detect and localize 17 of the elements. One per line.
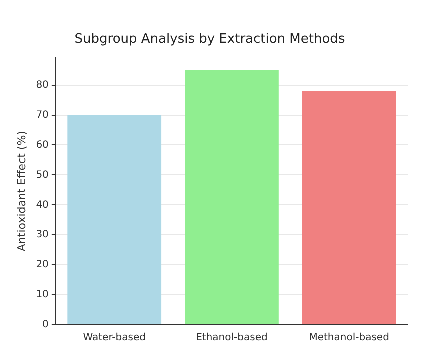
bar <box>68 115 162 324</box>
bar <box>302 91 396 324</box>
bar <box>185 70 279 324</box>
chart-title: Subgroup Analysis by Extraction Methods <box>74 32 346 48</box>
x-tick-label: Water-based <box>83 332 146 344</box>
x-tick-label: Ethanol-based <box>196 332 268 344</box>
y-tick-label: 10 <box>36 290 49 301</box>
x-tick-label: Methanol-based <box>309 332 390 344</box>
y-axis-title: Antioxidant Effect (%) <box>15 131 28 252</box>
y-tick-label: 0 <box>42 320 49 331</box>
y-tick-label: 80 <box>36 80 49 91</box>
y-tick-label: 30 <box>36 230 49 241</box>
y-tick-label: 50 <box>36 170 49 181</box>
y-tick-label: 40 <box>36 200 49 211</box>
y-tick-label: 20 <box>36 260 49 271</box>
y-tick-label: 70 <box>36 110 49 121</box>
y-tick-label: 60 <box>36 140 49 151</box>
